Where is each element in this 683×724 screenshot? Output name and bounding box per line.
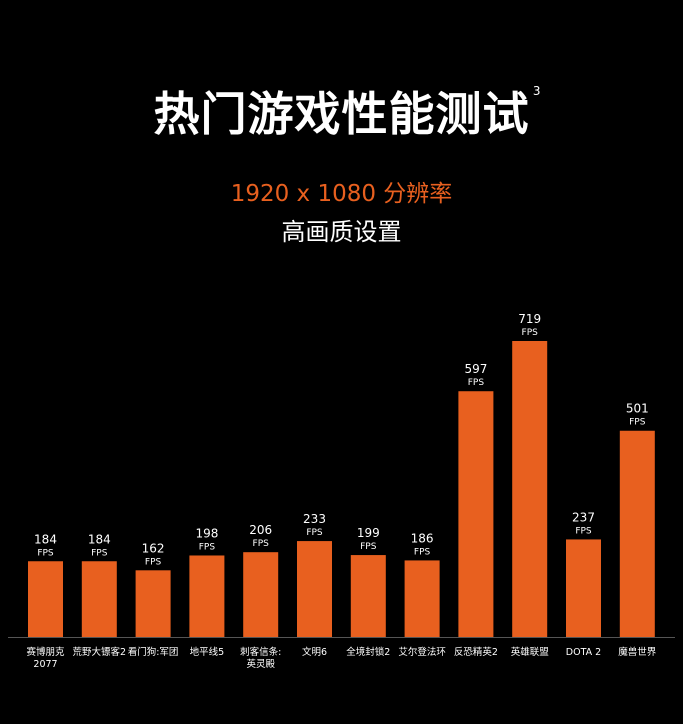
- data-label-unit: FPS: [522, 328, 539, 338]
- bar: [458, 391, 494, 637]
- chart-subtitle-resolution: 1920 x 1080 分辨率: [230, 181, 453, 207]
- bar: [566, 539, 601, 637]
- data-label-unit: FPS: [199, 542, 216, 552]
- bar: [135, 570, 171, 637]
- category-label: 刺客信条:: [240, 646, 281, 658]
- chart-subtitle-quality: 高画质设置: [281, 218, 402, 246]
- title-footnote: 3: [532, 84, 542, 98]
- data-label-value: 186: [411, 531, 434, 545]
- bar: [28, 561, 63, 637]
- data-label-value: 233: [303, 512, 326, 526]
- data-label-unit: FPS: [414, 547, 431, 557]
- data-label-value: 597: [464, 362, 487, 376]
- data-label-unit: FPS: [37, 548, 54, 558]
- bar: [189, 555, 225, 637]
- bar: [81, 561, 117, 637]
- category-label: 赛博朋克: [26, 646, 65, 658]
- category-label: 看门狗:军团: [128, 646, 179, 658]
- category-label: 荒野大镖客2: [73, 646, 127, 658]
- category-label: 反恐精英2: [454, 646, 498, 658]
- data-label-value: 184: [34, 532, 57, 546]
- category-label: 文明6: [302, 646, 327, 658]
- data-label-unit: FPS: [360, 542, 377, 552]
- data-label-value: 719: [518, 312, 541, 326]
- data-label-unit: FPS: [629, 418, 646, 428]
- category-label: 地平线5: [190, 646, 225, 658]
- data-label-value: 206: [249, 523, 272, 537]
- data-label-value: 162: [142, 541, 165, 555]
- data-label-unit: FPS: [253, 539, 270, 549]
- data-label-value: 237: [572, 510, 595, 524]
- category-label: DOTA 2: [566, 647, 601, 658]
- bar: [619, 430, 655, 637]
- data-label-value: 199: [357, 526, 380, 540]
- bar: [297, 541, 332, 637]
- data-label-unit: FPS: [306, 528, 323, 538]
- data-label-value: 198: [195, 526, 218, 540]
- data-label-unit: FPS: [145, 557, 162, 567]
- chart-title: 热门游戏性能测试 3: [153, 84, 542, 141]
- bar: [243, 552, 279, 637]
- bar: [350, 555, 386, 637]
- data-label-unit: FPS: [575, 526, 592, 536]
- category-label: 艾尔登法环: [398, 646, 446, 658]
- category-label: 英灵殿: [246, 658, 275, 670]
- category-label: 2077: [33, 659, 57, 670]
- category-label: 魔兽世界: [618, 646, 657, 658]
- data-label-unit: FPS: [468, 378, 485, 388]
- category-label: 英雄联盟: [511, 646, 550, 658]
- bar: [404, 560, 440, 637]
- data-label-value: 184: [88, 532, 111, 546]
- data-label-value: 501: [626, 402, 649, 416]
- data-label-unit: FPS: [91, 548, 108, 558]
- category-label: 全境封锁2: [346, 646, 390, 658]
- title-block: 热门游戏性能测试 3: [0, 78, 683, 144]
- bar: [512, 341, 548, 637]
